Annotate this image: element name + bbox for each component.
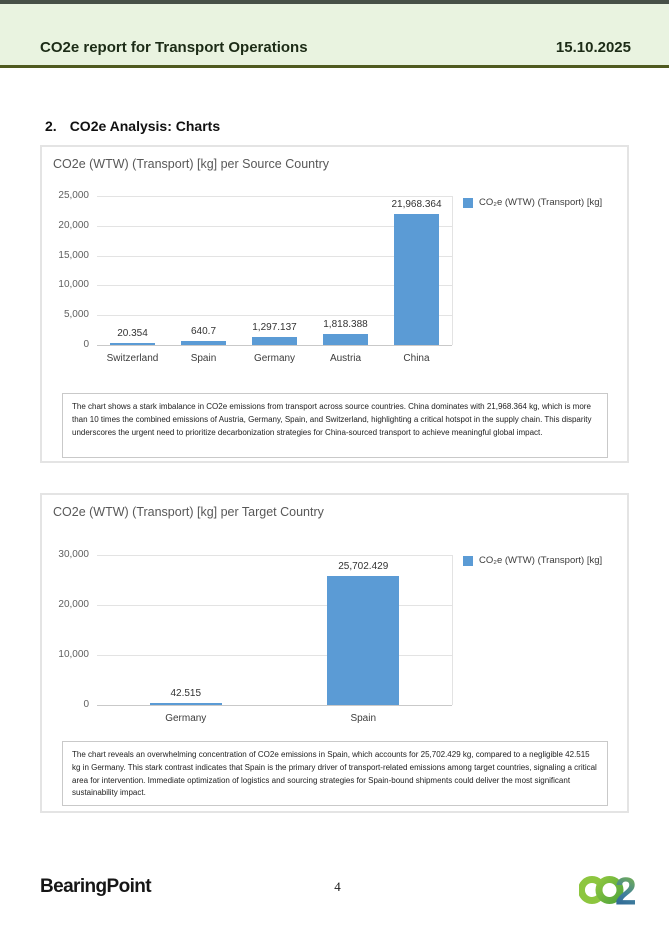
x-axis-category-label: China [403,353,430,364]
chart-description-target-country: The chart reveals an overwhelming concen… [62,741,608,806]
y-gridline [97,196,452,197]
bar-value-label: 25,702.429 [338,561,389,573]
y-axis-tick-label: 20,000 [58,599,89,610]
chart-title-source-country: CO2e (WTW) (Transport) [kg] per Source C… [53,157,329,171]
report-date: 15.10.2025 [555,39,631,56]
page-number: 4 [334,879,341,894]
svg-text:2: 2 [615,871,635,910]
x-axis-category-label: Germany [165,713,207,724]
y-axis-tick-label: 30,000 [58,549,89,560]
co2-logo-icon: 2 [579,871,635,910]
bar-value-label: 42.515 [170,687,202,699]
section-heading: 2. CO2e Analysis: Charts [45,118,669,134]
page-header: CO2e report for Transport Operations 15.… [0,4,669,68]
plot-right-edge [452,555,453,705]
x-axis-category-label: Spain [190,353,217,364]
bar-germany [252,337,297,345]
y-axis-tick-label: 10,000 [58,649,89,660]
x-axis-category-label: Germany [253,353,296,364]
y-axis-tick-label: 15,000 [58,249,89,261]
y-gridline [97,315,452,317]
chart-card-target-country: CO2e (WTW) (Transport) [kg] per Target C… [40,493,629,813]
chart-legend: CO₂e (WTW) (Transport) [kg] [463,555,602,566]
y-gridline [97,225,452,227]
y-gridline [97,605,452,606]
bearingpoint-logo: BearingPoint [40,876,152,897]
bar-value-label: 21,968.364 [391,199,442,211]
section-title: CO2e Analysis: Charts [69,118,221,134]
report-title: CO2e report for Transport Operations [40,39,308,56]
y-axis-tick-label: 0 [83,699,89,710]
y-gridline [97,555,452,556]
y-gridline [97,655,452,656]
bar-value-label: 20.354 [117,327,148,339]
y-gridline [97,705,452,706]
chart-description-source-country: The chart shows a stark imbalance in CO2… [62,393,608,458]
top-strip [0,0,669,4]
chart-card-source-country: CO2e (WTW) (Transport) [kg] per Source C… [40,145,629,463]
x-axis-category-label: Switzerland [106,353,159,364]
chart-title-target-country: CO2e (WTW) (Transport) [kg] per Target C… [53,505,324,519]
legend-swatch [463,197,473,208]
chart-legend: CO₂e (WTW) (Transport) [kg] [463,197,602,208]
y-axis-tick-label: 10,000 [58,279,89,291]
plot-right-edge [452,196,453,345]
bar-value-label: 1,818.388 [323,319,368,331]
y-gridline [97,285,452,287]
bar-spain [181,341,226,345]
legend-swatch [463,555,473,566]
y-axis-tick-label: 20,000 [58,219,89,231]
bar-value-label: 640.7 [190,326,217,338]
bar-austria [323,334,368,345]
y-axis-tick-label: 0 [83,339,89,350]
y-axis-tick-label: 5,000 [63,309,89,321]
bar-germany [149,702,222,705]
page-footer: BearingPoint 4 2 [40,864,635,910]
bar-value-label: 1,297.137 [252,322,297,334]
section-number: 2. [45,118,57,134]
bar-chart-target-country: 0 10,000 20,000 30,000 42.515 Germany 25,702.4… [42,495,627,811]
bar-chart-source-country: 0 5,000 10,000 15,000 20,000 25,000 20.354 Swit… [42,147,627,461]
bar-switzerland [110,342,155,345]
bar-china [394,214,439,345]
bar-spain [327,576,400,705]
legend-label: CO₂e (WTW) (Transport) [kg] [479,197,603,208]
y-axis-tick-label: 25,000 [58,190,89,201]
legend-label: CO₂e (WTW) (Transport) [kg] [479,555,603,566]
x-axis-category-label: Spain [350,713,377,724]
y-gridline [97,255,452,257]
x-axis-category-label: Austria [329,353,362,364]
y-gridline [97,345,452,346]
